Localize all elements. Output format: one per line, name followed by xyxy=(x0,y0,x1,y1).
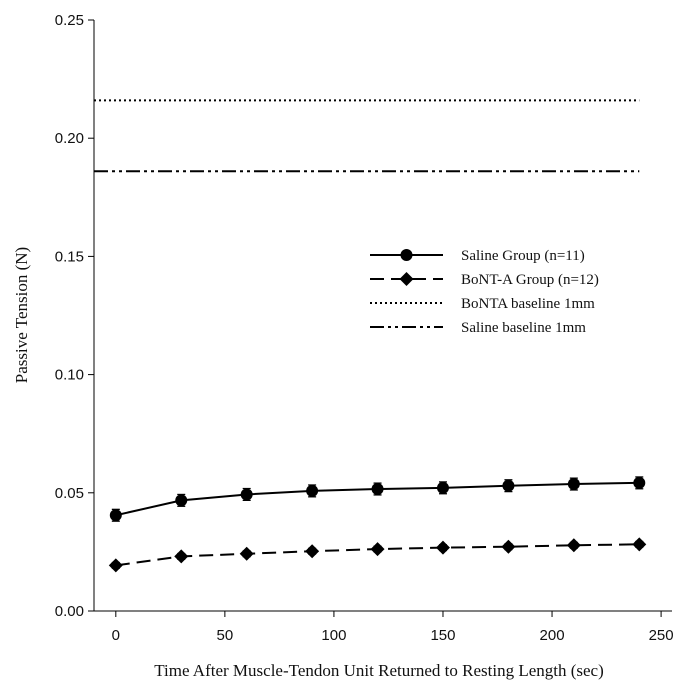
legend-swatch-marker xyxy=(400,249,413,261)
y-tick-label: 0.00 xyxy=(55,603,84,620)
x-tick-label: 100 xyxy=(321,627,346,644)
series-1 xyxy=(109,476,646,522)
data-point xyxy=(435,540,450,555)
data-point xyxy=(632,537,647,552)
data-point xyxy=(633,476,646,489)
data-point xyxy=(370,542,385,557)
legend-entry: BoNT-A Group (n=12) xyxy=(461,272,599,288)
legend-swatch-marker xyxy=(399,272,414,286)
data-point xyxy=(175,494,188,507)
data-point xyxy=(371,483,384,496)
legend-entry: BoNTA baseline 1mm xyxy=(461,296,595,312)
legend-entry: Saline baseline 1mm xyxy=(461,320,586,336)
data-point xyxy=(567,478,580,491)
y-tick-label: 0.05 xyxy=(55,485,84,502)
y-tick-label: 0.10 xyxy=(55,367,84,384)
y-tick-label: 0.20 xyxy=(55,130,84,147)
data-point xyxy=(109,509,122,522)
data-point xyxy=(566,538,581,553)
data-point xyxy=(501,539,516,554)
plot-area xyxy=(94,99,647,573)
legend-entry: Saline Group (n=11) xyxy=(461,248,585,264)
data-point xyxy=(174,549,189,564)
data-point xyxy=(108,558,123,573)
data-point xyxy=(502,479,515,492)
x-tick-label: 0 xyxy=(112,627,120,644)
x-axis-title: Time After Muscle-Tendon Unit Returned t… xyxy=(154,661,604,680)
legend: Saline Group (n=11) BoNT-A Group (n=12) Bo… xyxy=(370,248,599,336)
x-tick-label: 50 xyxy=(217,627,234,644)
data-point xyxy=(239,546,254,561)
data-point xyxy=(305,544,320,559)
y-axis-title: Passive Tension (N) xyxy=(12,247,31,383)
data-point xyxy=(436,481,449,494)
data-point xyxy=(240,488,253,501)
x-tick-label: 150 xyxy=(430,627,455,644)
axes: 0.00 0.05 0.10 0.15 0.20 0.25 0 50 100 150 200 250 xyxy=(55,12,673,644)
series-2 xyxy=(108,537,647,573)
x-tick-label: 250 xyxy=(649,627,673,644)
data-point xyxy=(306,484,319,497)
y-tick-label: 0.15 xyxy=(55,248,84,265)
y-tick-label: 0.25 xyxy=(55,12,84,29)
x-tick-label: 200 xyxy=(540,627,565,644)
